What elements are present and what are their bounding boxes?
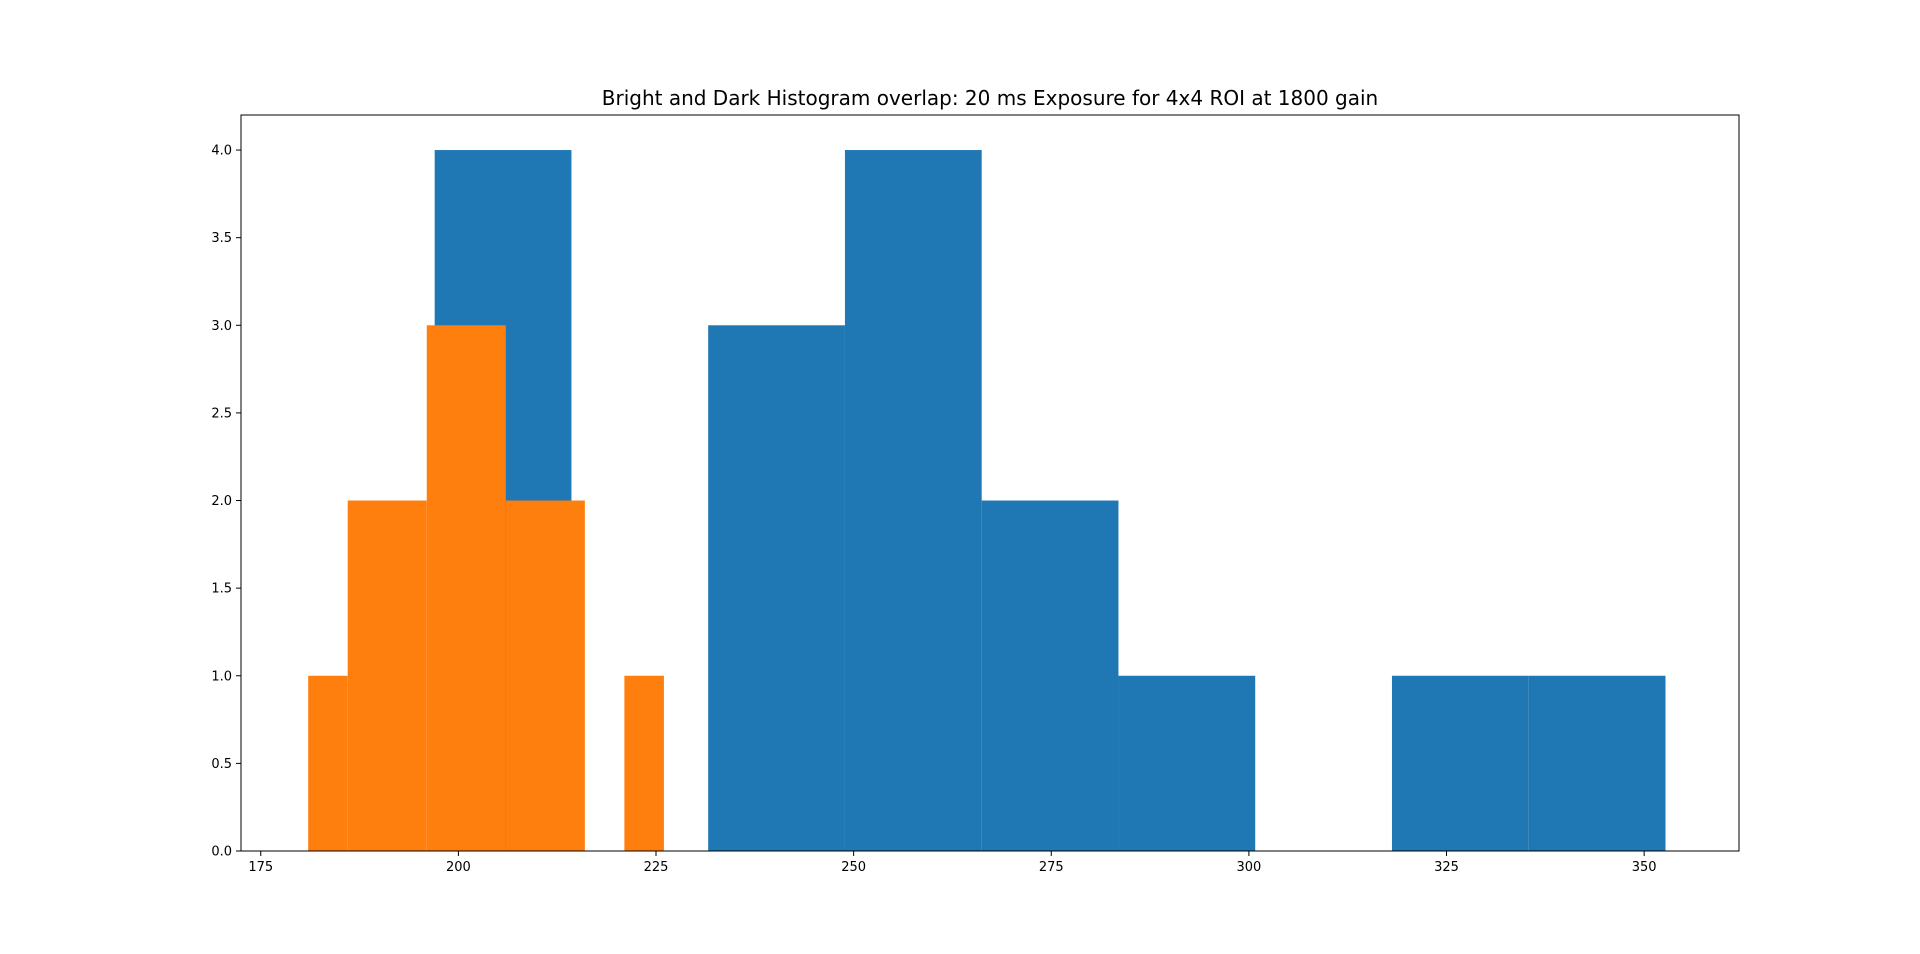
histogram-bar-series-1 (1118, 675, 1256, 851)
y-tick-label: 3.5 (211, 231, 232, 246)
histogram-bar-series-1 (1528, 675, 1666, 851)
x-tick-label: 300 (1236, 860, 1261, 875)
y-tick-label: 1.0 (211, 669, 232, 684)
histogram-bar-series-2 (624, 675, 664, 851)
histogram-bar-series-2 (308, 675, 348, 851)
x-tick-label: 225 (644, 860, 669, 875)
x-tick-label: 275 (1039, 860, 1064, 875)
y-tick-label: 2.5 (211, 406, 232, 421)
y-tick-label: 0.5 (211, 757, 232, 772)
y-axis: 0.0 0.5 1.0 1.5 2.0 2.5 3.0 3.5 4.0 (211, 144, 241, 860)
x-axis: 175 200 225 250 275 300 325 350 (248, 851, 1657, 875)
histogram-bar-series-1 (1391, 675, 1529, 851)
x-tick-label: 350 (1632, 860, 1657, 875)
histogram-bar-series-2 (426, 325, 506, 851)
histogram-bar-series-2 (347, 500, 427, 851)
histogram-bar-series-1 (981, 500, 1119, 851)
y-tick-label: 0.0 (211, 845, 232, 860)
histogram-bar-series-2 (505, 500, 585, 851)
histogram-bar-series-1 (844, 150, 982, 852)
histogram-bar-series-1 (708, 325, 845, 851)
y-tick-label: 1.5 (211, 582, 232, 597)
chart-title: Bright and Dark Histogram overlap: 20 ms… (602, 86, 1378, 110)
x-tick-label: 175 (248, 860, 273, 875)
y-tick-label: 2.0 (211, 494, 232, 509)
x-tick-label: 250 (841, 860, 866, 875)
y-tick-label: 3.0 (211, 319, 232, 334)
plot-frame (240, 114, 1740, 852)
bars-layer (308, 150, 1666, 852)
y-tick-label: 4.0 (211, 144, 232, 159)
x-tick-label: 325 (1434, 860, 1459, 875)
x-tick-label: 200 (446, 860, 471, 875)
